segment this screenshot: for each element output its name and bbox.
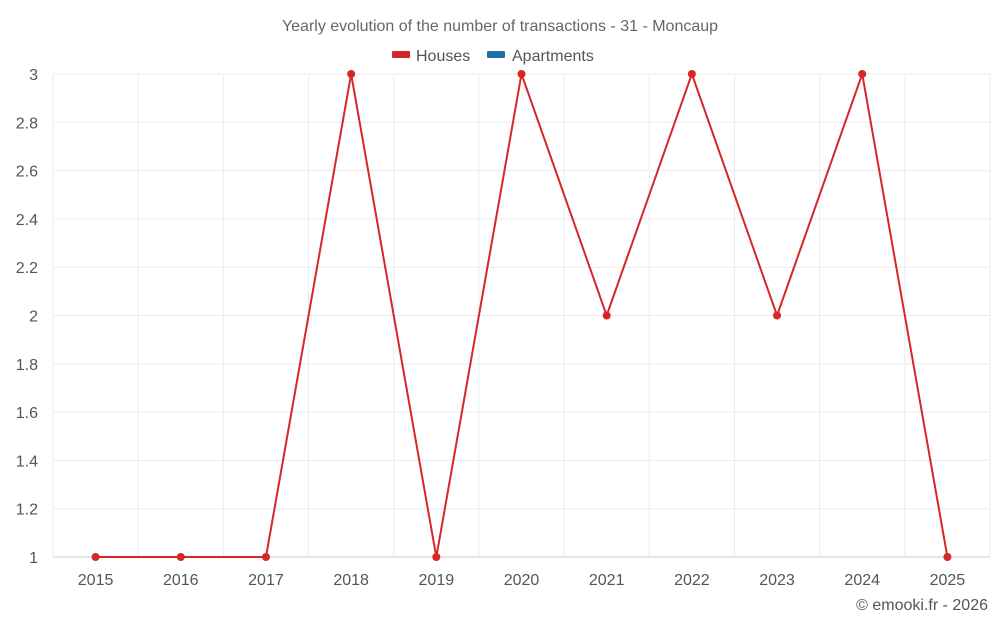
x-tick-label: 2020	[504, 572, 540, 589]
legend-swatch-apartments[interactable]	[487, 51, 505, 58]
y-axis: 1 1.2 1.4 1.6 1.8 2 2.2 2.4 2.6 2.8 3	[16, 67, 38, 567]
legend-swatch-houses[interactable]	[392, 51, 410, 58]
x-tick-label: 2017	[248, 572, 284, 589]
data-point-houses-2016[interactable]	[176, 553, 185, 561]
x-tick-label: 2015	[78, 572, 114, 589]
y-tick-label: 2.4	[16, 212, 38, 229]
data-point-houses-2023[interactable]	[773, 311, 782, 320]
data-point-houses-2015[interactable]	[91, 553, 100, 561]
data-point-houses-2024[interactable]	[858, 70, 867, 78]
y-tick-label: 3	[29, 67, 38, 84]
data-point-houses-2020[interactable]	[517, 70, 526, 78]
y-tick-label: 1.4	[16, 453, 38, 470]
y-tick-label: 2.8	[16, 115, 38, 132]
x-tick-label: 2023	[759, 572, 795, 589]
x-tick-label: 2025	[930, 572, 966, 589]
x-tick-label: 2018	[333, 572, 369, 589]
x-tick-label: 2024	[844, 572, 880, 589]
x-tick-label: 2019	[419, 572, 455, 589]
x-axis: 2015 2016 2017 2018 2019 2020 2021 2022 2023 2024…	[78, 572, 966, 589]
grid	[52, 73, 991, 558]
data-point-houses-2019[interactable]	[432, 553, 441, 561]
data-point-houses-2018[interactable]	[347, 70, 356, 78]
x-tick-label: 2022	[674, 572, 710, 589]
y-tick-label: 2.6	[16, 164, 38, 181]
data-point-houses-2021[interactable]	[602, 311, 611, 320]
y-tick-label: 1.8	[16, 357, 38, 374]
y-tick-label: 2	[29, 309, 38, 326]
legend-label-houses[interactable]: Houses	[416, 48, 470, 65]
y-tick-label: 1	[29, 550, 38, 567]
y-tick-label: 1.2	[16, 502, 38, 519]
x-tick-label: 2021	[589, 572, 625, 589]
legend-label-apartments[interactable]: Apartments	[512, 48, 594, 65]
data-point-houses-2022[interactable]	[687, 70, 696, 78]
credit-text: © emooki.fr - 2026	[856, 597, 988, 614]
y-tick-label: 2.2	[16, 260, 38, 277]
data-point-houses-2017[interactable]	[261, 553, 270, 561]
data-point-houses-2025[interactable]	[943, 553, 952, 561]
y-tick-label: 1.6	[16, 405, 38, 422]
x-tick-label: 2016	[163, 572, 199, 589]
series-houses	[91, 70, 952, 561]
legend: Houses Apartments	[392, 48, 594, 65]
chart-title: Yearly evolution of the number of transa…	[282, 18, 718, 35]
